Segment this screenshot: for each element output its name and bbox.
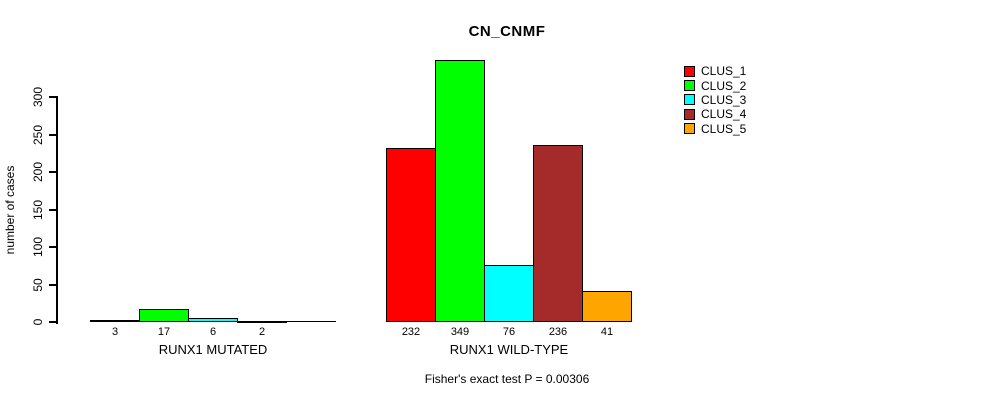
legend-color-swatch xyxy=(684,80,695,92)
bar-value-label: 349 xyxy=(450,326,470,338)
legend-label: CLUS_5 xyxy=(701,121,747,136)
y-tick-mark xyxy=(49,133,56,136)
bar-CLUS_4 xyxy=(237,320,287,323)
y-tick-label: 150 xyxy=(31,199,45,220)
bar-CLUS_1 xyxy=(90,319,140,322)
legend-label: CLUS_4 xyxy=(701,107,747,122)
bar-value-label: 232 xyxy=(401,326,421,338)
bar-CLUS_1 xyxy=(386,148,436,322)
bar-value-label: 2 xyxy=(258,326,266,338)
legend-color-swatch xyxy=(684,108,695,120)
bar-CLUS_5 xyxy=(286,321,336,322)
bar-CLUS_3 xyxy=(188,317,238,322)
legend: CLUS_1 CLUS_2 CLUS_3 CLUS_4 CLUS_5 xyxy=(684,64,746,136)
y-tick-label: 200 xyxy=(31,161,45,183)
y-tick-mark xyxy=(49,246,56,248)
legend-label: CLUS_1 xyxy=(701,64,747,79)
legend-color-swatch xyxy=(684,65,695,77)
bar-CLUS_4 xyxy=(533,145,583,322)
bar-value-label: 236 xyxy=(548,326,568,338)
legend-item: CLUS_5 xyxy=(684,122,746,136)
y-tick-label: 100 xyxy=(31,236,45,258)
y-axis-label: number of cases xyxy=(3,165,17,255)
legend-item: CLUS_1 xyxy=(684,64,746,78)
y-tick-label: 250 xyxy=(31,124,45,145)
bar-value-label: 76 xyxy=(502,326,516,338)
chart-title: CN_CNMF xyxy=(468,23,546,40)
bar-value-label: 17 xyxy=(157,326,171,338)
y-tick-label: 300 xyxy=(31,86,45,108)
bar-value-label: 6 xyxy=(209,326,217,338)
bar-CLUS_2 xyxy=(139,309,189,322)
y-tick-mark xyxy=(49,321,56,323)
legend-item: CLUS_3 xyxy=(684,93,746,107)
fisher-test-annotation: Fisher's exact test P = 0.00306 xyxy=(424,372,590,386)
bar-CLUS_3 xyxy=(484,265,534,322)
y-tick-mark xyxy=(49,208,56,211)
y-tick-mark xyxy=(49,283,56,286)
x-category-label: RUNX1 MUTATED xyxy=(158,342,268,357)
legend-color-swatch xyxy=(684,94,695,106)
bar-value-label: 3 xyxy=(111,326,119,338)
legend-color-swatch xyxy=(684,123,695,135)
y-tick-mark xyxy=(49,96,56,98)
legend-item: CLUS_4 xyxy=(684,107,746,121)
bar-CLUS_5 xyxy=(582,291,632,322)
y-tick-label: 50 xyxy=(31,277,45,292)
x-category-label: RUNX1 WILD-TYPE xyxy=(449,342,569,357)
bar-value-label: 41 xyxy=(600,326,614,338)
legend-label: CLUS_2 xyxy=(701,78,747,93)
bar-CLUS_2 xyxy=(435,60,485,322)
y-tick-label: 0 xyxy=(31,318,45,326)
legend-item: CLUS_2 xyxy=(684,78,746,92)
y-axis-line xyxy=(56,96,58,324)
y-tick-mark xyxy=(49,171,56,173)
legend-label: CLUS_3 xyxy=(701,92,747,107)
